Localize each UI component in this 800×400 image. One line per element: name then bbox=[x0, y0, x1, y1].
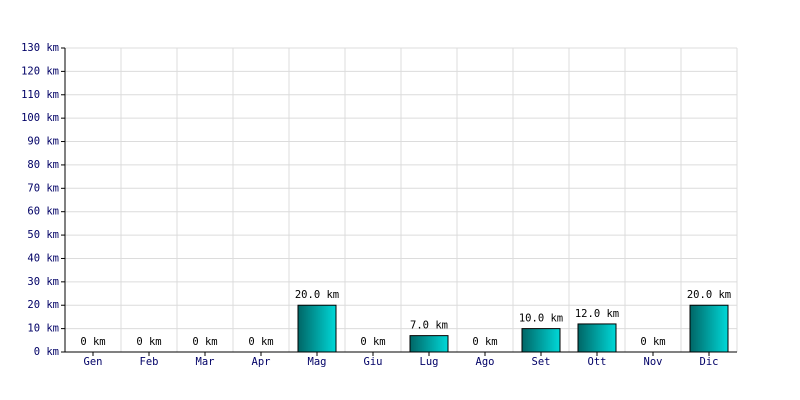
value-label: 0 km bbox=[640, 336, 665, 348]
y-tick-label: 70 km bbox=[27, 182, 59, 194]
y-tick-label: 10 km bbox=[27, 323, 59, 335]
value-label: 12.0 km bbox=[575, 308, 619, 320]
y-tick-label: 30 km bbox=[27, 276, 59, 288]
bar bbox=[297, 304, 337, 353]
y-tick-label: 110 km bbox=[21, 89, 59, 101]
y-tick-label: 120 km bbox=[21, 65, 59, 77]
value-label: 0 km bbox=[192, 336, 217, 348]
y-tick-label: 50 km bbox=[27, 229, 59, 241]
x-tick-label: Lug bbox=[420, 356, 439, 368]
value-label: 0 km bbox=[248, 336, 273, 348]
x-tick-label: Mag bbox=[308, 356, 327, 368]
value-label: 7.0 km bbox=[410, 320, 448, 332]
value-label: 0 km bbox=[360, 336, 385, 348]
y-tick-label: 90 km bbox=[27, 136, 59, 148]
grid bbox=[65, 47, 738, 353]
y-tick-label: 0 km bbox=[34, 346, 59, 358]
x-tick-label: Giu bbox=[364, 356, 383, 368]
x-tick-label: Ott bbox=[588, 356, 607, 368]
bar bbox=[409, 335, 449, 353]
x-tick-label: Nov bbox=[644, 356, 663, 368]
y-tick-label: 130 km bbox=[21, 42, 59, 54]
x-tick-label: Feb bbox=[140, 356, 159, 368]
x-tick-label: Gen bbox=[84, 356, 103, 368]
bar bbox=[577, 323, 617, 353]
y-tick-label: 100 km bbox=[21, 112, 59, 124]
x-tick-label: Apr bbox=[252, 356, 271, 368]
value-label: 0 km bbox=[472, 336, 497, 348]
value-label: 0 km bbox=[80, 336, 105, 348]
value-label: 0 km bbox=[136, 336, 161, 348]
bar bbox=[521, 328, 561, 353]
value-label: 10.0 km bbox=[519, 313, 563, 325]
x-tick-label: Set bbox=[532, 356, 551, 368]
x-tick-label: Dic bbox=[700, 356, 719, 368]
y-tick-label: 60 km bbox=[27, 206, 59, 218]
bar bbox=[689, 304, 729, 353]
y-tick-label: 80 km bbox=[27, 159, 59, 171]
x-tick-label: Mar bbox=[196, 356, 215, 368]
y-tick-label: 20 km bbox=[27, 299, 59, 311]
x-tick-label: Ago bbox=[476, 356, 495, 368]
value-label: 20.0 km bbox=[687, 289, 731, 301]
value-label: 20.0 km bbox=[295, 289, 339, 301]
y-tick-label: 40 km bbox=[27, 252, 59, 264]
